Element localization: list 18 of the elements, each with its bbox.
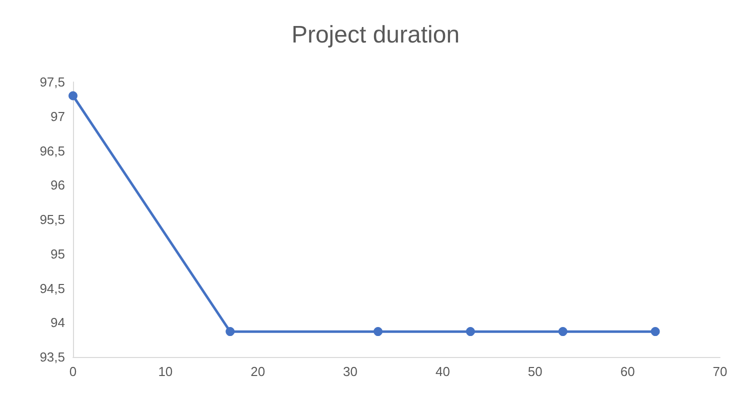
y-tick-label: 95,5 [40, 212, 65, 227]
chart-title: Project duration [291, 22, 460, 48]
y-tick-label: 95 [50, 246, 65, 262]
x-tick-label: 40 [435, 364, 450, 379]
y-tick-label: 97,5 [40, 74, 65, 90]
y-tick-label: 96 [50, 178, 65, 193]
y-tick-label: 97 [50, 108, 65, 124]
y-tick-label: 94,5 [40, 280, 65, 296]
x-tick-label: 0 [69, 364, 77, 379]
x-tick-label: 50 [528, 364, 542, 379]
x-tick-label: 60 [620, 364, 635, 379]
y-tick-label: 94 [50, 315, 65, 330]
y-tick-label: 93,5 [40, 350, 65, 364]
y-tick-label: 96,5 [40, 143, 65, 158]
x-tick-label: 10 [158, 364, 173, 379]
x-tick-label: 70 [712, 364, 728, 379]
x-tick-label: 20 [250, 364, 266, 379]
x-tick-label: 30 [343, 364, 358, 379]
